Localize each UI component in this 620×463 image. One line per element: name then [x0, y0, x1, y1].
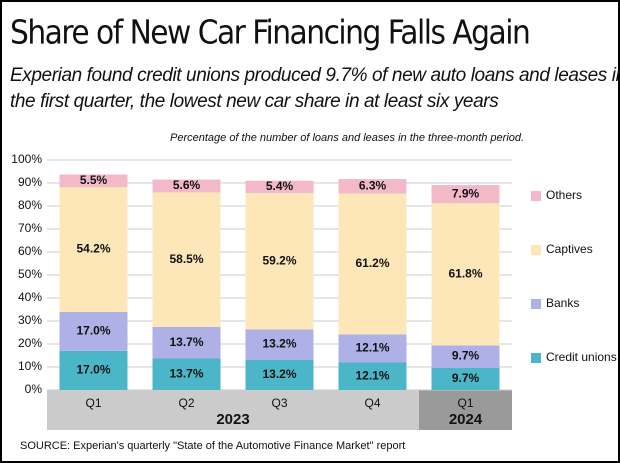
x-tick-label: Q1	[85, 396, 101, 410]
legend-swatch	[531, 191, 541, 201]
legend-label: Captives	[546, 242, 593, 256]
value-label: 12.1%	[355, 340, 389, 354]
axis-band	[47, 390, 419, 430]
bar-segment	[338, 334, 407, 363]
subtitle: Experian found credit unions produced 9.…	[10, 65, 620, 86]
bar-segment	[338, 362, 407, 390]
value-label: 58.5%	[169, 252, 203, 266]
value-label: 61.8%	[448, 266, 482, 280]
value-label: 12.1%	[355, 368, 389, 382]
y-tick-label: 30%	[18, 313, 42, 327]
subtitle: the first quarter, the lowest new car sh…	[10, 91, 499, 112]
bar-segment	[59, 174, 128, 188]
value-label: 9.7%	[452, 349, 480, 363]
bar-segment	[245, 180, 314, 194]
y-tick-label: 100%	[11, 152, 42, 166]
bar-segment	[338, 179, 407, 194]
legend-swatch	[531, 353, 541, 363]
year-label: 2024	[449, 411, 483, 428]
y-tick-label: 80%	[18, 198, 42, 212]
value-label: 13.7%	[169, 366, 203, 380]
value-label: 61.2%	[355, 256, 389, 270]
legend-label: Others	[546, 188, 582, 202]
chart-title: Share of New Car Financing Falls Again	[10, 13, 529, 52]
y-tick-label: 40%	[18, 290, 42, 304]
value-label: 17.0%	[76, 363, 110, 377]
bar-segment	[245, 359, 314, 390]
value-label: 5.4%	[266, 179, 294, 193]
value-label: 17.0%	[76, 324, 110, 338]
note: Percentage of the number of loans and le…	[170, 132, 524, 144]
y-tick-label: 50%	[18, 267, 42, 281]
value-label: 13.7%	[169, 335, 203, 349]
value-label: 59.2%	[262, 253, 296, 267]
legend-label: Banks	[546, 296, 579, 310]
bar-segment	[152, 179, 221, 193]
x-tick-label: Q4	[364, 396, 380, 410]
bar-segment	[59, 311, 128, 351]
bar-segment	[431, 203, 500, 346]
bar-segment	[59, 187, 128, 312]
axis-band	[419, 390, 512, 430]
value-label: 54.2%	[76, 242, 110, 256]
x-tick-label: Q2	[178, 396, 194, 410]
value-label: 13.2%	[262, 367, 296, 381]
bar-segment	[245, 193, 314, 330]
y-tick-label: 10%	[18, 359, 42, 373]
bar-segment	[152, 358, 221, 390]
x-tick-label: Q3	[271, 396, 287, 410]
x-tick-label: Q1	[457, 396, 473, 410]
y-tick-label: 90%	[18, 175, 42, 189]
bar-segment	[152, 192, 221, 327]
value-label: 5.6%	[173, 178, 201, 192]
bar-segment	[59, 350, 128, 390]
value-label: 9.7%	[452, 371, 480, 385]
legend-label: Credit unions	[546, 350, 617, 364]
bar-segment	[152, 326, 221, 359]
bar-segment	[431, 367, 500, 390]
value-label: 5.5%	[80, 173, 108, 187]
value-label: 13.2%	[262, 337, 296, 351]
y-tick-label: 20%	[18, 336, 42, 350]
legend-swatch	[531, 299, 541, 309]
bar-segment	[431, 345, 500, 368]
y-tick-label: 60%	[18, 244, 42, 258]
legend-swatch	[531, 245, 541, 255]
year-label: 2023	[216, 411, 249, 428]
value-label: 6.3%	[359, 179, 387, 193]
bar-segment	[431, 185, 500, 204]
value-label: 7.9%	[452, 186, 480, 200]
y-tick-label: 70%	[18, 221, 42, 235]
bar-segment	[245, 329, 314, 360]
y-tick-label: 0%	[25, 382, 43, 396]
bar-segment	[338, 193, 407, 335]
source: SOURCE: Experian's quarterly "State of t…	[20, 440, 405, 452]
